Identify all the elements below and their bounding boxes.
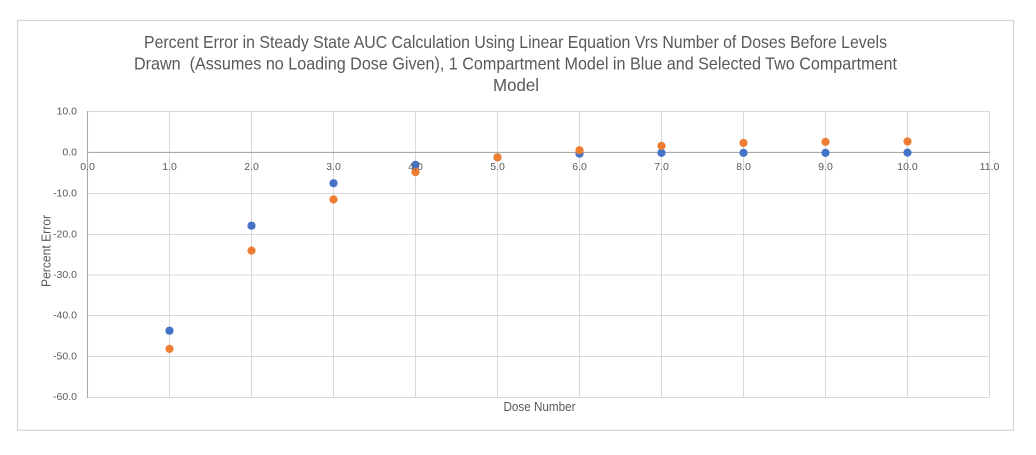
svg-text:-50.0: -50.0 [53,351,77,363]
svg-text:-60.0: -60.0 [53,391,77,403]
svg-text:Dose Number: Dose Number [504,400,576,414]
svg-text:1.0: 1.0 [162,161,177,173]
svg-text:-20.0: -20.0 [53,229,77,241]
svg-text:0.0: 0.0 [80,161,95,173]
svg-text:3.0: 3.0 [326,161,341,173]
svg-text:5.0: 5.0 [490,161,505,173]
svg-text:11.0: 11.0 [980,161,1000,173]
svg-text:2.0: 2.0 [244,161,259,173]
svg-text:-10.0: -10.0 [53,188,77,200]
svg-text:Model: Model [493,75,539,95]
svg-text:Percent Error: Percent Error [40,215,54,287]
svg-text:Percent Error in Steady State: Percent Error in Steady State AUC Calcul… [144,32,887,52]
svg-text:10.0: 10.0 [897,161,918,173]
svg-text:Drawn (Assumes no Loading Dos: Drawn (Assumes no Loading Dose Given), 1… [134,54,897,74]
svg-text:9.0: 9.0 [818,161,833,173]
svg-text:-40.0: -40.0 [53,310,77,322]
svg-text:8.0: 8.0 [736,161,751,173]
svg-text:4.0: 4.0 [408,161,423,173]
svg-text:10.0: 10.0 [57,106,78,118]
svg-text:0.0: 0.0 [62,147,77,159]
svg-text:-30.0: -30.0 [53,269,77,281]
svg-text:6.0: 6.0 [572,161,587,173]
svg-text:7.0: 7.0 [654,161,669,173]
